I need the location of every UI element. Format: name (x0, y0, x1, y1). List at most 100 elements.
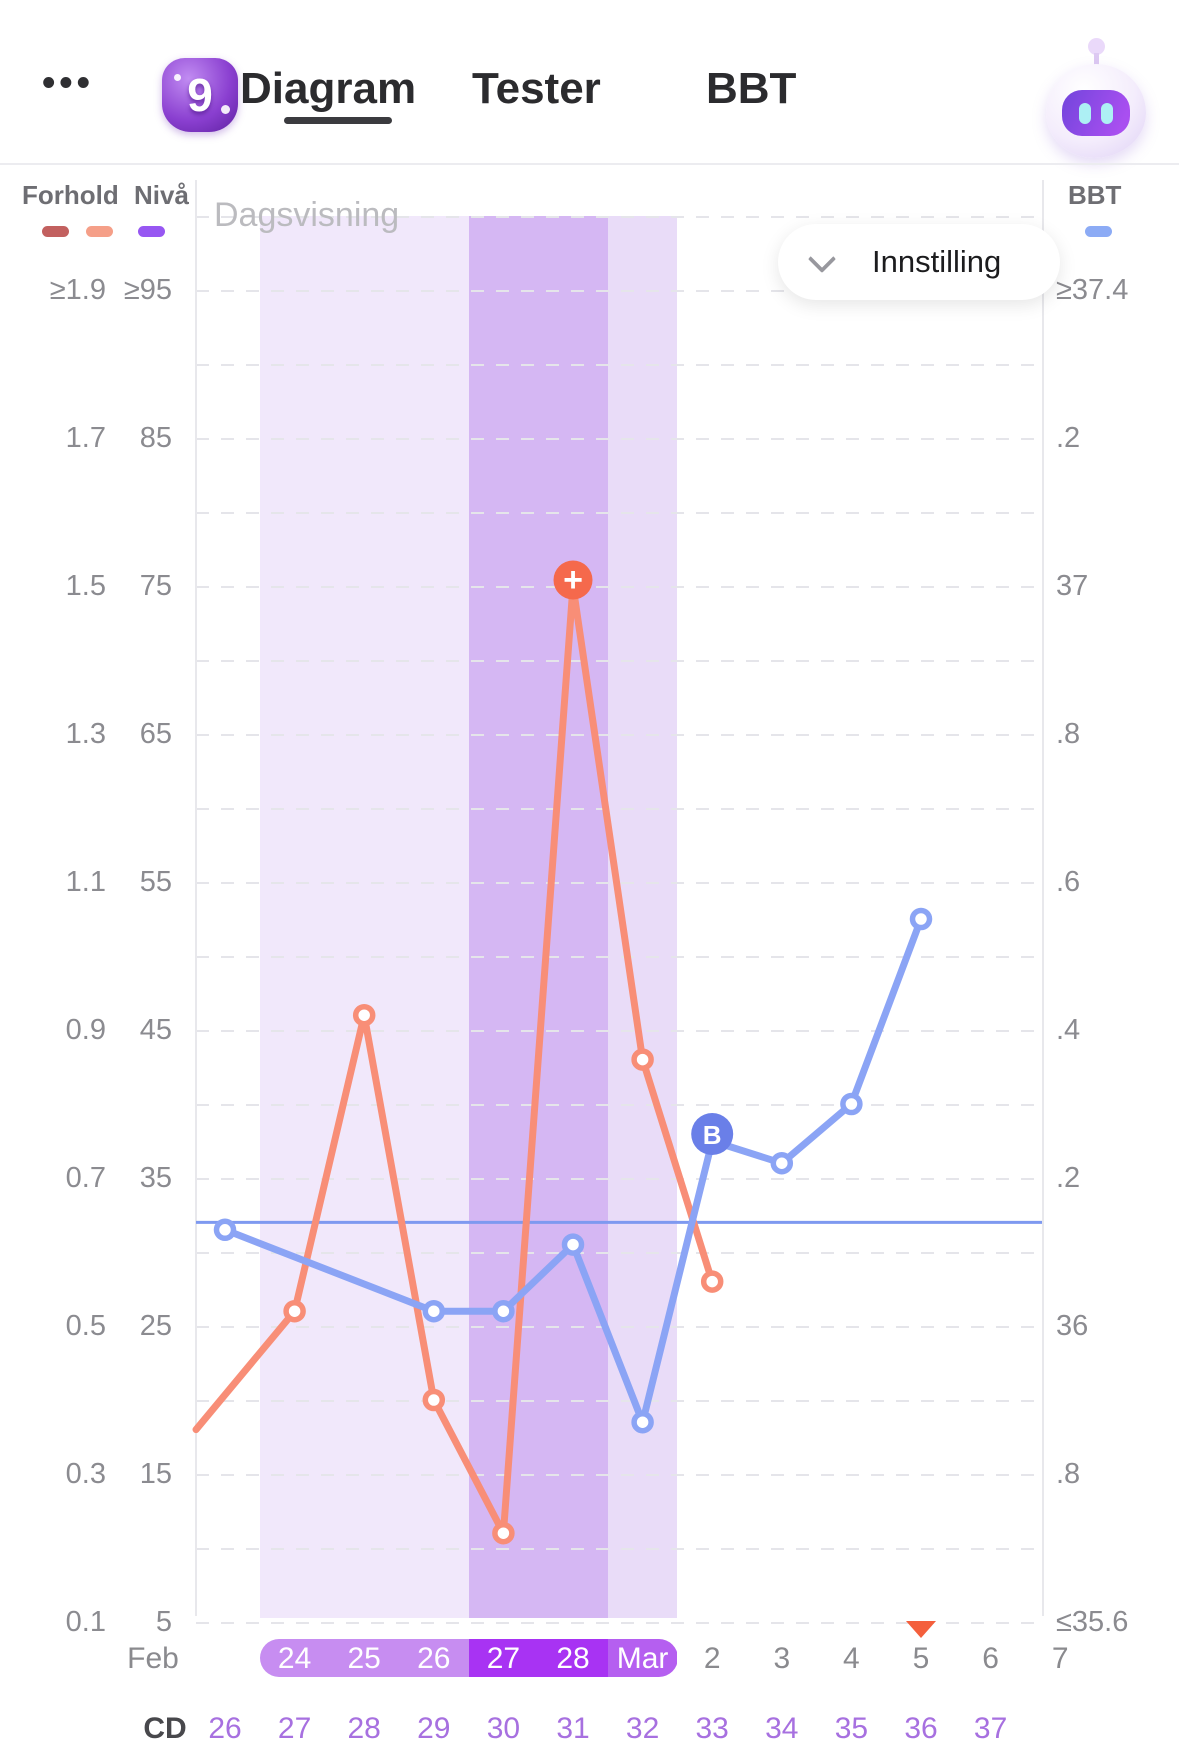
bbt-data-point[interactable] (492, 1299, 515, 1323)
date-label-2[interactable]: 2 (703, 1642, 721, 1675)
legend-bbt-swatch (1085, 226, 1112, 237)
date-label-7[interactable]: 7 (1051, 1642, 1069, 1675)
chevron-down-icon (807, 244, 837, 274)
sparkle-icon (221, 105, 230, 114)
robot-antenna (1088, 38, 1105, 55)
date-label-28[interactable]: 28 (556, 1642, 590, 1675)
test-level-data-point[interactable] (422, 1388, 446, 1412)
axis-bbt-tick: ≤35.6 (1056, 1606, 1129, 1638)
test-level-data-point[interactable] (631, 1048, 654, 1071)
tab-tester[interactable]: Tester (472, 64, 601, 113)
cycle-day-28: 28 (347, 1712, 381, 1745)
date-label-24[interactable]: 24 (277, 1642, 312, 1675)
bbt-b-badge[interactable] (691, 1113, 734, 1155)
axis-bbt-tick: 37 (1056, 570, 1089, 602)
test-level-data-point[interactable] (492, 1521, 515, 1545)
axis-level-tick: 35 (139, 1162, 172, 1194)
axis-level-tick: 5 (155, 1606, 172, 1638)
date-label-26[interactable]: 26 (417, 1642, 451, 1675)
grid-line (196, 1178, 1042, 1180)
bbt-data-point[interactable] (631, 1410, 654, 1434)
legend-bbt-label: BBT (1068, 180, 1122, 210)
band-fertile-peak (468, 216, 608, 1618)
gem-badge-count: 9 (187, 69, 213, 121)
legend-niva-label: Nivå (134, 180, 189, 210)
axis-level-tick: 15 (139, 1458, 172, 1490)
date-label-3[interactable]: 3 (773, 1642, 791, 1675)
cycle-day-label: CD (143, 1712, 187, 1745)
date-label-6[interactable]: 6 (982, 1642, 999, 1675)
legend-forhold-label: Forhold (22, 180, 119, 210)
test-level-data-point[interactable] (700, 1270, 724, 1293)
grid-line (196, 734, 1042, 736)
axis-bbt-tick: ≥37.4 (1056, 274, 1129, 306)
axis-bbt-tick: .4 (1056, 1014, 1081, 1046)
cycle-day-31: 31 (556, 1712, 590, 1745)
grid-line (196, 808, 1042, 810)
ovulation-marker-icon (906, 1621, 936, 1638)
tab-bbt[interactable]: BBT (706, 64, 797, 113)
bbt-data-point[interactable] (909, 907, 933, 931)
grid-line (196, 1400, 1042, 1402)
grid-line (196, 1548, 1042, 1550)
more-menu-icon[interactable]: ••• (42, 62, 94, 104)
tab-diagram[interactable]: Diagram (240, 64, 417, 113)
plot-right-border (1042, 180, 1044, 1616)
bbt-data-point[interactable] (770, 1151, 794, 1175)
sparkle-icon (174, 74, 181, 81)
date-label-Mar[interactable]: Mar (616, 1642, 669, 1675)
plot-left-border (195, 180, 197, 1616)
fertile-window-pill (260, 1639, 678, 1677)
axis-ratio-tick: 1.1 (65, 866, 106, 898)
axis-bbt-tick: .8 (1056, 1458, 1081, 1490)
settings-button[interactable]: Innstilling (778, 224, 1060, 300)
grid-line (196, 1030, 1042, 1032)
grid-line (196, 956, 1042, 958)
grid-line (196, 1104, 1042, 1106)
grid-line (196, 1252, 1042, 1254)
cycle-day-26: 26 (208, 1712, 242, 1745)
cycle-day-37: 37 (973, 1712, 1008, 1745)
grid-line (196, 1622, 1042, 1624)
date-label-27[interactable]: 27 (486, 1642, 521, 1675)
axis-ratio-tick: 0.7 (65, 1162, 106, 1194)
bbt-data-point[interactable] (561, 1233, 585, 1256)
axis-bbt-tick: .6 (1056, 866, 1081, 898)
robot-eye (1101, 103, 1113, 124)
date-pill-segment (607, 1639, 678, 1677)
cycle-day-29: 29 (417, 1712, 451, 1745)
bbt-data-point[interactable] (422, 1299, 446, 1323)
axis-ratio-tick: 0.9 (65, 1014, 106, 1046)
axis-ratio-tick: 0.5 (65, 1310, 106, 1342)
date-label-5[interactable]: 5 (912, 1642, 930, 1675)
peak-plus-badge[interactable] (553, 560, 593, 600)
axis-level-tick: 65 (139, 718, 172, 750)
cycle-day-32: 32 (625, 1712, 660, 1745)
grid-line (196, 660, 1042, 662)
axis-ratio-tick: ≥1.9 (49, 274, 106, 306)
date-label-4[interactable]: 4 (843, 1642, 860, 1675)
axis-level-tick: 55 (139, 866, 172, 898)
legend-forhold-dark-swatch (42, 226, 69, 237)
grid-line (196, 364, 1042, 366)
cycle-day-33: 33 (695, 1712, 729, 1745)
cycle-day-36: 36 (904, 1712, 938, 1745)
bbt-data-point[interactable] (213, 1218, 237, 1242)
gem-badge-icon[interactable]: 9 (162, 58, 238, 132)
date-label-25[interactable]: 25 (347, 1642, 381, 1675)
axis-level-tick: 85 (139, 422, 172, 454)
settings-button-label: Innstilling (872, 244, 1002, 279)
axis-bbt-tick: .2 (1056, 422, 1081, 454)
axis-bbt-tick: .2 (1056, 1162, 1081, 1194)
bbt-b-label: B (703, 1120, 722, 1150)
grid-line (196, 216, 1042, 218)
axis-ratio-tick: 1.7 (65, 422, 106, 454)
test-level-data-point[interactable] (352, 1003, 376, 1027)
active-tab-underline (284, 117, 392, 124)
assistant-robot-icon[interactable] (1038, 38, 1158, 158)
bbt-data-point[interactable] (840, 1092, 863, 1116)
axis-level-tick: 25 (139, 1310, 172, 1342)
test-level-data-point[interactable] (283, 1299, 306, 1323)
grid-line (196, 1474, 1042, 1476)
